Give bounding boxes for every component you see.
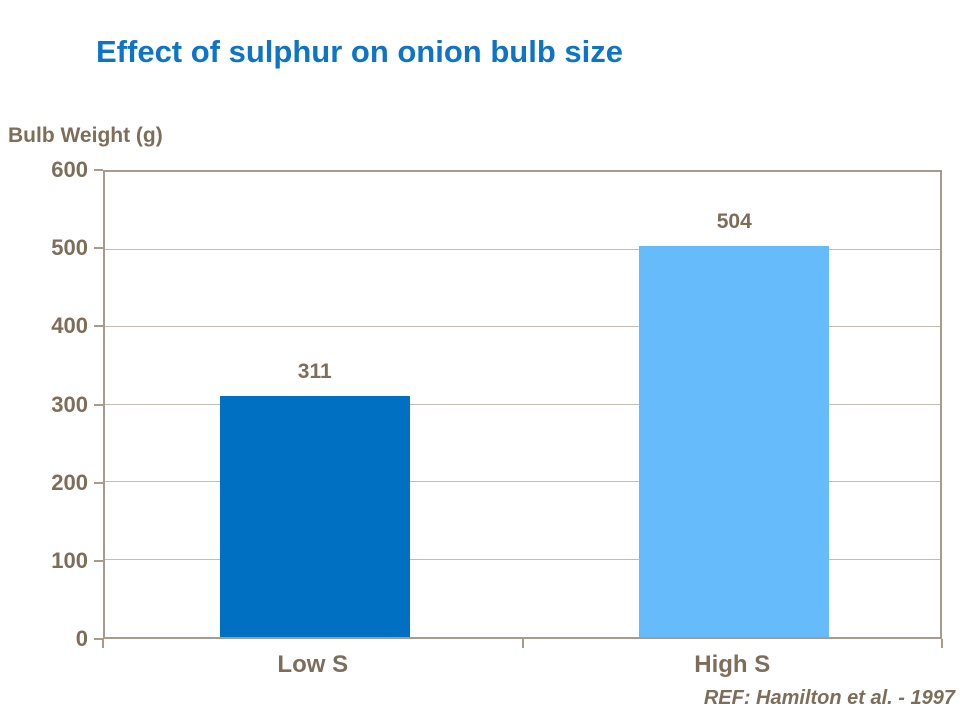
bar-low-s xyxy=(219,395,410,637)
y-tick-label-400: 400 xyxy=(51,313,88,339)
x-tick-mark-0 xyxy=(102,639,104,648)
y-tick-mark-400 xyxy=(94,325,103,328)
x-tick-mark-1 xyxy=(521,639,524,648)
gridline-400 xyxy=(105,326,940,328)
y-tick-mark-300 xyxy=(94,403,103,406)
y-tick-label-200: 200 xyxy=(51,469,88,495)
gridline-200 xyxy=(105,481,940,483)
y-tick-mark-0 xyxy=(94,638,103,640)
chart-title: Effect of sulphur on onion bulb size xyxy=(96,34,623,69)
gridline-500 xyxy=(105,248,940,250)
y-tick-mark-600 xyxy=(94,169,103,171)
y-tick-label-0: 0 xyxy=(75,626,88,651)
y-tick-mark-100 xyxy=(94,559,103,562)
y-tick-mark-500 xyxy=(94,247,103,250)
x-category-label-high-s: High S xyxy=(694,651,771,678)
bar-high-s xyxy=(639,246,830,637)
x-tick-mark-2 xyxy=(941,639,943,648)
y-axis-title: Bulb Weight (g) xyxy=(8,124,163,147)
x-category-label-low-s: Low S xyxy=(277,651,349,678)
reference-citation: REF: Hamilton et al. - 1997 xyxy=(703,687,955,709)
y-tick-mark-200 xyxy=(94,481,103,484)
y-tick-label-300: 300 xyxy=(51,391,88,417)
y-tick-label-100: 100 xyxy=(51,547,88,573)
plot-area: 311 504 xyxy=(103,170,942,639)
y-tick-label-600: 600 xyxy=(51,157,88,182)
value-label-low-s: 311 xyxy=(297,359,332,383)
gridline-100 xyxy=(105,558,940,560)
gridline-300 xyxy=(105,403,940,405)
value-label-high-s: 504 xyxy=(716,210,752,234)
y-tick-label-500: 500 xyxy=(51,235,88,261)
